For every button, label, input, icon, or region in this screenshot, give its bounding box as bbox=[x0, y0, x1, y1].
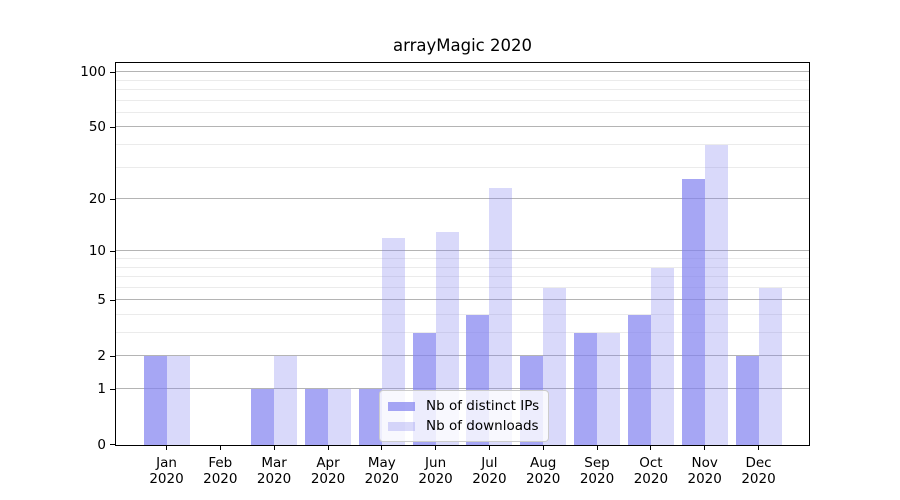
gridline-major-100 bbox=[116, 71, 809, 73]
bar-downloads-jul bbox=[489, 188, 513, 445]
y-tick-10 bbox=[110, 250, 115, 252]
x-tick-jan bbox=[166, 446, 167, 450]
gridline-minor-80 bbox=[116, 88, 809, 90]
legend-swatch-ips-icon bbox=[388, 401, 415, 411]
x-tick-label-dec: Dec 2020 bbox=[741, 455, 776, 487]
x-tick-oct bbox=[650, 446, 652, 450]
y-tick-20 bbox=[110, 198, 115, 200]
x-tick-label-nov: Nov 2020 bbox=[687, 455, 722, 487]
x-tick-label-apr: Apr 2020 bbox=[310, 455, 346, 487]
bar-ips-sep bbox=[574, 333, 597, 445]
plot-area: 0 1 2 5 10 20 50 100 Jan 2020 Feb 2020 Mar 2020 Apr 202… bbox=[80, 62, 810, 487]
gridline-minor-3 bbox=[116, 332, 809, 333]
legend-entry-ips: Nb of distinct IPs bbox=[388, 396, 539, 416]
x-tick-label-jun: Jun 2020 bbox=[418, 455, 453, 487]
x-tick-dec bbox=[758, 446, 759, 450]
x-tick-may bbox=[381, 446, 383, 450]
gridline-major-10 bbox=[116, 250, 809, 252]
gridline-minor-6 bbox=[116, 286, 809, 288]
x-tick-apr bbox=[327, 446, 329, 450]
gridline-minor-40 bbox=[116, 143, 809, 145]
x-tick-sep bbox=[596, 446, 598, 450]
legend-swatch-downloads-icon bbox=[388, 421, 415, 431]
gridline-major-2 bbox=[116, 355, 809, 357]
bar-downloads-sep bbox=[597, 333, 620, 445]
gridline-minor-7 bbox=[116, 276, 809, 277]
bar-downloads-oct bbox=[650, 267, 674, 445]
y-tick-label-50: 50 bbox=[88, 119, 106, 136]
legend-entry-downloads: Nb of downloads bbox=[388, 416, 539, 436]
x-tick-label-sep: Sep 2020 bbox=[579, 455, 615, 487]
y-tick-label-20: 20 bbox=[88, 191, 106, 207]
x-tick-jul bbox=[488, 446, 490, 450]
bar-ips-mar bbox=[251, 389, 275, 445]
y-tick-0 bbox=[110, 444, 115, 445]
gridline-major-20 bbox=[116, 198, 809, 199]
gridline-minor-60 bbox=[116, 111, 809, 113]
bar-ips-may bbox=[358, 389, 382, 445]
y-tick-label-10: 10 bbox=[88, 243, 106, 260]
y-tick-label-5: 5 bbox=[97, 292, 106, 309]
gridline-major-1 bbox=[116, 388, 809, 389]
y-tick-1 bbox=[110, 388, 115, 390]
x-tick-label-may: May 2020 bbox=[364, 455, 399, 487]
legend: Nb of distinct IPs Nb of downloads bbox=[379, 390, 550, 442]
bar-downloads-jan bbox=[166, 356, 190, 445]
gridline-minor-9 bbox=[116, 257, 809, 259]
bar-downloads-mar bbox=[274, 356, 298, 445]
gridline-major-50 bbox=[116, 126, 809, 128]
bar-downloads-nov bbox=[704, 144, 728, 445]
bar-ips-jan bbox=[143, 356, 167, 445]
y-tick-2 bbox=[110, 355, 115, 357]
y-tick-100 bbox=[110, 71, 115, 73]
gridline-minor-90 bbox=[116, 79, 809, 81]
gridline-minor-4 bbox=[116, 313, 809, 315]
x-tick-label-mar: Mar 2020 bbox=[256, 455, 292, 487]
x-tick-mar bbox=[273, 446, 275, 450]
bar-downloads-dec bbox=[758, 287, 782, 445]
y-tick-label-2: 2 bbox=[97, 348, 106, 365]
x-tick-feb bbox=[219, 446, 221, 450]
gridline-minor-8 bbox=[116, 266, 809, 268]
x-tick-label-feb: Feb 2020 bbox=[203, 455, 238, 487]
gridline-minor-70 bbox=[116, 99, 809, 101]
y-tick-50 bbox=[110, 126, 115, 128]
axis-ticks-layer: 0 1 2 5 10 20 50 100 Jan 2020 Feb 2020 Mar 2020 Apr 202… bbox=[80, 63, 809, 487]
gridline-major-5 bbox=[116, 299, 809, 301]
bars-layer bbox=[116, 63, 809, 445]
gridline-minor-30 bbox=[116, 166, 809, 168]
y-tick-5 bbox=[110, 299, 115, 301]
grid-layer bbox=[116, 63, 809, 445]
x-tick-jun bbox=[435, 446, 437, 450]
x-tick-label-jan: Jan 2020 bbox=[149, 455, 184, 487]
x-tick-nov bbox=[704, 446, 706, 450]
bar-ips-oct bbox=[627, 314, 651, 445]
y-tick-label-100: 100 bbox=[80, 64, 106, 81]
x-tick-label-aug: Aug 2020 bbox=[526, 455, 561, 487]
bar-downloads-apr bbox=[328, 389, 351, 445]
y-tick-label-1: 1 bbox=[97, 381, 106, 397]
legend-label-ips: Nb of distinct IPs bbox=[426, 398, 540, 414]
y-tick-label-0: 0 bbox=[97, 437, 106, 453]
bar-ips-dec bbox=[735, 356, 759, 445]
chart-title: arrayMagic 2020 bbox=[393, 36, 532, 55]
x-tick-aug bbox=[542, 446, 544, 450]
x-tick-label-jul: Jul 2020 bbox=[472, 455, 507, 487]
legend-label-downloads: Nb of downloads bbox=[426, 418, 539, 434]
x-tick-label-oct: Oct 2020 bbox=[633, 455, 669, 487]
bar-ips-apr bbox=[305, 389, 328, 445]
bar-ips-nov bbox=[681, 178, 705, 445]
